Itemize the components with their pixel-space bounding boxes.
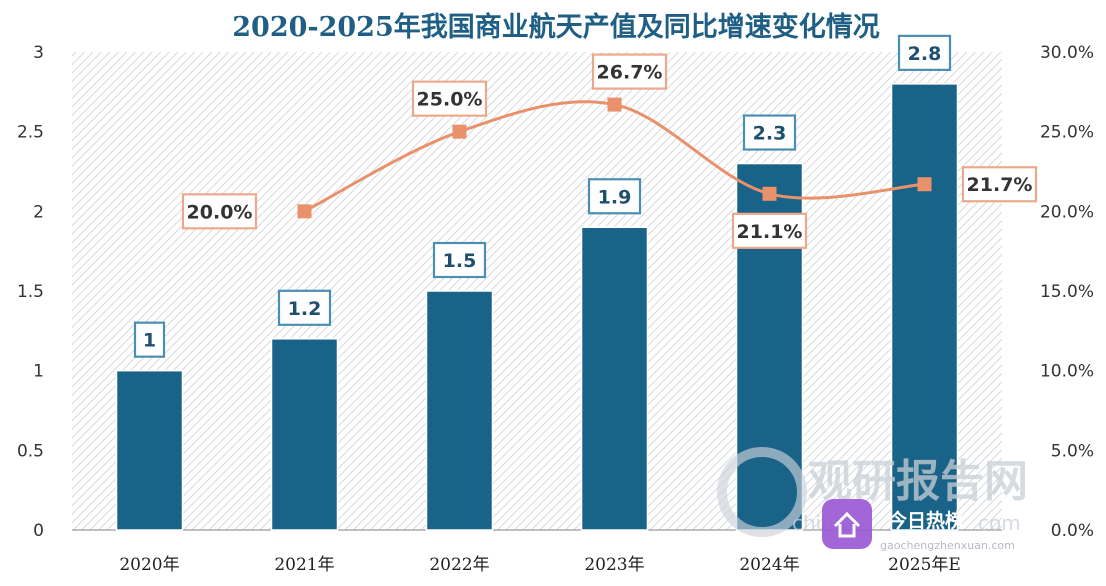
bar-label-box — [587, 178, 642, 215]
line-point — [452, 124, 467, 139]
y-left-tick-label: 2.5 — [17, 123, 44, 143]
bar-label-box — [133, 321, 166, 358]
bar-data-label: 1.2 — [288, 298, 322, 320]
watermark-logo-icon — [717, 447, 807, 537]
bar-label-box — [742, 114, 797, 151]
x-tick-label: 2023年 — [584, 555, 644, 575]
line-label-box — [181, 193, 258, 230]
line-data-label: 25.0% — [417, 89, 483, 111]
bar-label-box — [277, 289, 332, 326]
y-right-tick-label: 5.0% — [1051, 441, 1094, 461]
line-label-box — [591, 53, 668, 90]
y-axis-left: 0 0.5 1 1.5 2 2.5 3 — [17, 43, 44, 541]
x-tick-label: 2025年E — [888, 555, 961, 575]
y-left-tick-label: 0 — [33, 521, 44, 541]
line-series: 20.0% 25.0% 26.7% 21.1% 21.7% — [181, 53, 1038, 249]
y-right-tick-label: 10.0% — [1040, 362, 1094, 382]
bar-data-label: 1.9 — [598, 186, 632, 208]
y-right-tick-label: 30.0% — [1040, 43, 1094, 63]
x-tick-label: 2021年 — [274, 555, 334, 575]
hot-list-icon[interactable] — [822, 499, 872, 549]
bar-data-label: 2.3 — [753, 123, 787, 145]
hot-list-badge[interactable]: 今日热榜 gaochengzhenxuan.com — [822, 499, 1015, 552]
line-point — [607, 97, 622, 112]
chart-title: 2020-2025年我国商业航天产值及同比增速变化情况 — [232, 11, 880, 43]
y-left-tick-label: 1 — [33, 362, 44, 382]
bar-data-label: 2.8 — [908, 43, 942, 65]
y-right-tick-label: 25.0% — [1040, 123, 1094, 143]
y-right-tick-label: 0.0% — [1051, 521, 1094, 541]
bar-data-label: 1 — [143, 330, 156, 352]
hot-list-label: 今日热榜 — [887, 509, 964, 532]
line-point — [297, 204, 312, 219]
y-left-tick-label: 2 — [33, 202, 44, 222]
line-label-box — [411, 80, 488, 117]
line-data-label: 20.0% — [187, 201, 253, 223]
plot-background — [72, 52, 1002, 530]
line-data-label: 26.7% — [597, 62, 663, 84]
watermark-site-suffix: com — [978, 511, 1021, 535]
y-left-tick-label: 3 — [33, 43, 44, 63]
line-point — [762, 186, 777, 201]
bar — [890, 83, 959, 531]
y-right-tick-label: 15.0% — [1040, 282, 1094, 302]
watermark-brand: 观研报告网 — [808, 456, 1028, 507]
line-label-box — [961, 166, 1038, 203]
x-axis-labels: 2020年 2021年 2022年 2023年 2024年 2025年E — [119, 555, 960, 575]
y-left-tick-label: 0.5 — [17, 441, 44, 461]
x-tick-label: 2024年 — [739, 555, 799, 575]
bar — [270, 338, 339, 531]
line-data-label: 21.7% — [967, 174, 1033, 196]
line-data-label: 21.1% — [737, 221, 803, 243]
line-point — [917, 177, 932, 192]
bar — [580, 226, 649, 531]
x-tick-label: 2022年 — [429, 555, 489, 575]
bar-label-box — [432, 241, 487, 279]
hot-list-sub: gaochengzhenxuan.com — [880, 539, 1015, 552]
bar-data-label: 1.5 — [443, 250, 477, 272]
y-left-tick-label: 1.5 — [17, 282, 44, 302]
bar — [115, 369, 184, 531]
bar-label-box — [897, 34, 952, 71]
x-tick-label: 2020年 — [119, 555, 179, 575]
y-right-tick-label: 20.0% — [1040, 202, 1094, 222]
home-icon — [833, 511, 861, 538]
bar — [425, 290, 494, 531]
line-label-box — [731, 212, 808, 249]
y-axis-right: 0.0% 5.0% 10.0% 15.0% 20.0% 25.0% 30.0% — [1040, 43, 1094, 541]
